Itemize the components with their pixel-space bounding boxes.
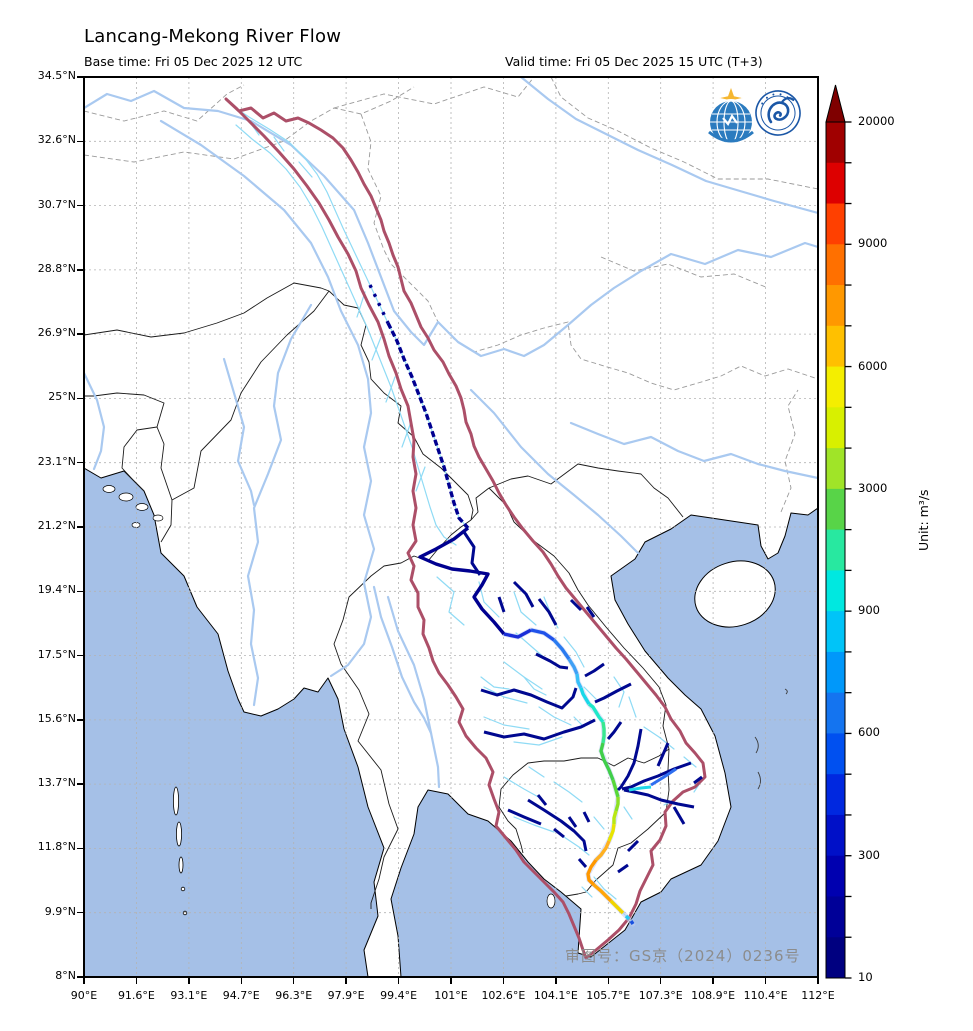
lat-tick-mark <box>77 976 83 978</box>
colorbar-segment <box>826 570 845 611</box>
lon-tick-label: 104.1°E <box>527 989 585 1002</box>
lon-tick-label: 101°E <box>422 989 480 1002</box>
colorbar-segment <box>826 407 845 448</box>
lat-tick-label: 11.8°N <box>0 840 76 853</box>
lon-tick-label: 108.9°E <box>684 989 742 1002</box>
colorbar-segment <box>826 244 845 285</box>
lon-tick-mark <box>83 978 85 984</box>
lat-tick-mark <box>77 655 83 657</box>
colorbar <box>818 72 888 988</box>
lat-tick-mark <box>77 719 83 721</box>
colorbar-segment <box>826 530 845 571</box>
lat-tick-label: 28.8°N <box>0 262 76 275</box>
lat-tick-mark <box>77 462 83 464</box>
figure: Lancang-Mekong River Flow Base time: Fri… <box>0 0 973 1031</box>
colorbar-segment <box>826 815 845 856</box>
colorbar-segment <box>826 163 845 204</box>
colorbar-segment <box>826 733 845 774</box>
colorbar-segment <box>826 489 845 530</box>
lat-tick-label: 21.2°N <box>0 519 76 532</box>
lon-tick-mark <box>712 978 714 984</box>
lat-tick-mark <box>77 591 83 593</box>
colorbar-segment <box>826 611 845 652</box>
lat-tick-label: 32.6°N <box>0 133 76 146</box>
lat-tick-mark <box>77 398 83 400</box>
lon-tick-mark <box>188 978 190 984</box>
lon-tick-label: 91.6°E <box>107 989 165 1002</box>
lat-tick-label: 30.7°N <box>0 198 76 211</box>
colorbar-segment <box>826 652 845 693</box>
lat-tick-mark <box>77 848 83 850</box>
map-approval-watermark: 审图号：GS京（2024）0236号 <box>565 945 801 966</box>
colorbar-segment <box>826 856 845 897</box>
lat-tick-label: 8°N <box>0 969 76 982</box>
colorbar-unit-label: Unit: m³/s <box>916 430 931 610</box>
colorbar-segment <box>826 937 845 978</box>
lon-tick-mark <box>241 978 243 984</box>
lon-tick-label: 105.7°E <box>579 989 637 1002</box>
colorbar-segment <box>826 122 845 163</box>
map-canvas <box>84 77 818 977</box>
lon-tick-label: 93.1°E <box>160 989 218 1002</box>
lon-tick-label: 97.9°E <box>317 989 375 1002</box>
valid-time-label: Valid time: Fri 05 Dec 2025 15 UTC (T+3) <box>505 54 763 69</box>
lon-tick-mark <box>660 978 662 984</box>
lon-tick-label: 102.6°E <box>474 989 532 1002</box>
lat-tick-mark <box>77 526 83 528</box>
base-time-label: Base time: Fri 05 Dec 2025 12 UTC <box>84 54 302 69</box>
colorbar-segment <box>826 367 845 408</box>
lat-tick-label: 19.4°N <box>0 583 76 596</box>
lat-tick-mark <box>77 783 83 785</box>
lon-tick-mark <box>293 978 295 984</box>
lat-tick-mark <box>77 76 83 78</box>
lon-tick-mark <box>608 978 610 984</box>
lat-tick-label: 25°N <box>0 390 76 403</box>
colorbar-segment <box>826 285 845 326</box>
lon-tick-mark <box>136 978 138 984</box>
lat-tick-label: 34.5°N <box>0 69 76 82</box>
lon-tick-label: 90°E <box>55 989 113 1002</box>
colorbar-arrow <box>826 85 845 122</box>
lat-tick-mark <box>77 141 83 143</box>
lat-tick-mark <box>77 912 83 914</box>
page-title: Lancang-Mekong River Flow <box>84 26 341 47</box>
lon-tick-mark <box>345 978 347 984</box>
lon-tick-mark <box>398 978 400 984</box>
colorbar-segment <box>826 448 845 489</box>
colorbar-segment <box>826 774 845 815</box>
colorbar-segment <box>826 204 845 245</box>
lon-tick-label: 112°E <box>789 989 847 1002</box>
lat-tick-label: 15.6°N <box>0 712 76 725</box>
lon-tick-mark <box>503 978 505 984</box>
lon-tick-label: 107.3°E <box>632 989 690 1002</box>
lon-tick-label: 110.4°E <box>737 989 795 1002</box>
lat-tick-mark <box>77 333 83 335</box>
colorbar-segment <box>826 693 845 734</box>
lat-tick-label: 13.7°N <box>0 776 76 789</box>
lon-tick-label: 94.7°E <box>212 989 270 1002</box>
lon-tick-label: 96.3°E <box>265 989 323 1002</box>
lon-tick-mark <box>555 978 557 984</box>
lon-tick-mark <box>450 978 452 984</box>
lat-tick-label: 23.1°N <box>0 455 76 468</box>
lon-tick-mark <box>765 978 767 984</box>
lat-tick-label: 26.9°N <box>0 326 76 339</box>
lat-tick-label: 9.9°N <box>0 905 76 918</box>
lat-tick-label: 17.5°N <box>0 648 76 661</box>
colorbar-segment <box>826 896 845 937</box>
lat-tick-mark <box>77 269 83 271</box>
lat-tick-mark <box>77 205 83 207</box>
colorbar-segment <box>826 326 845 367</box>
lon-tick-label: 99.4°E <box>370 989 428 1002</box>
